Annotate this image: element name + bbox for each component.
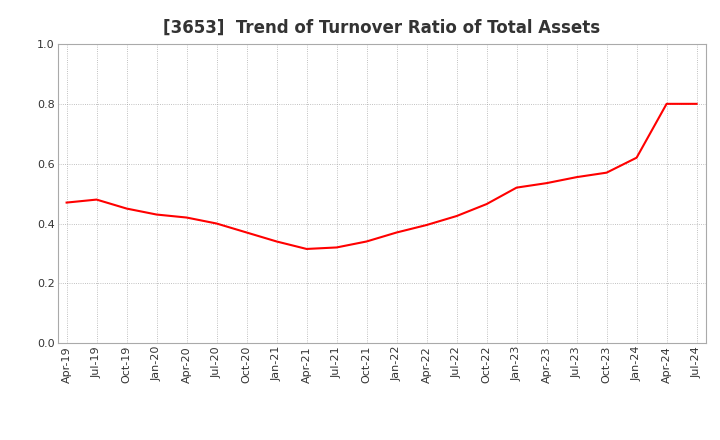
Title: [3653]  Trend of Turnover Ratio of Total Assets: [3653] Trend of Turnover Ratio of Total … (163, 19, 600, 37)
